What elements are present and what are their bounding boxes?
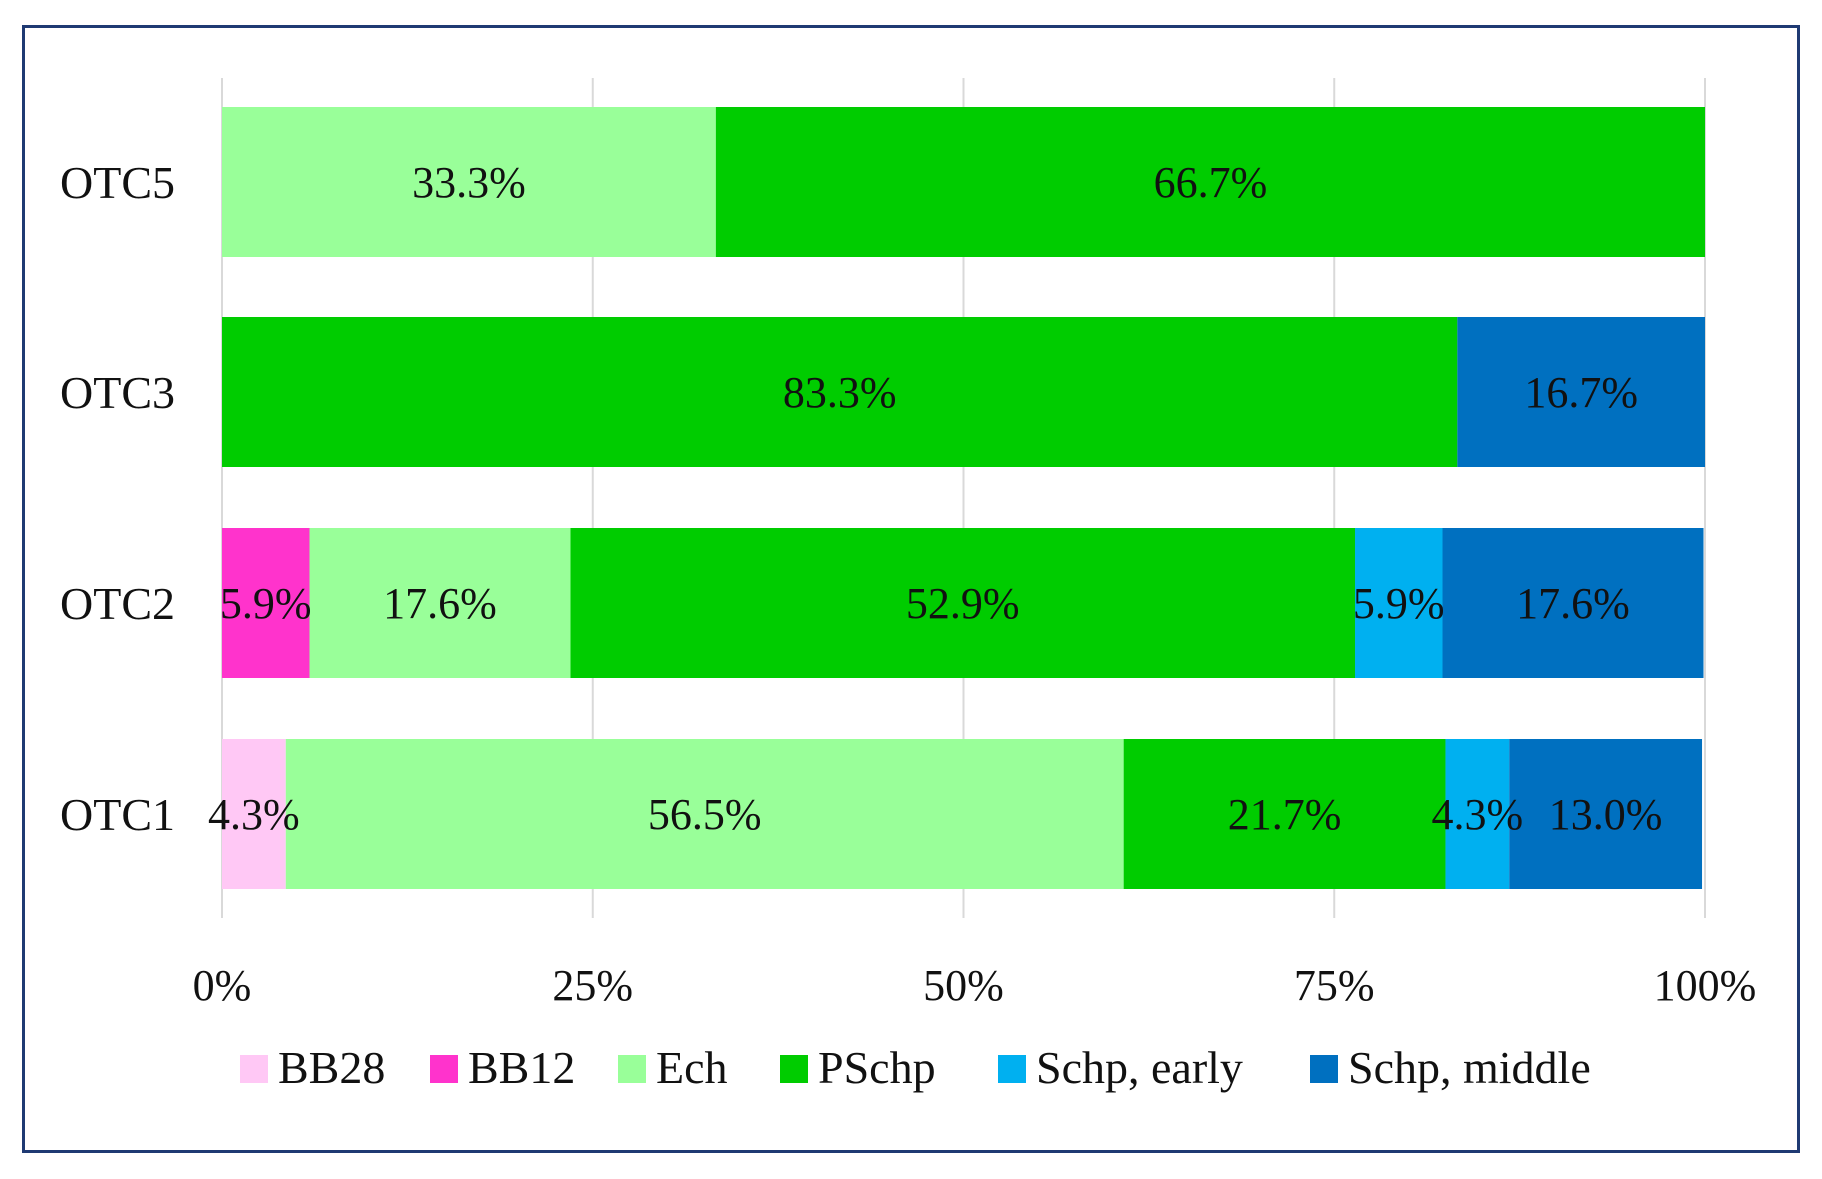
data-label: 56.5% <box>648 790 762 839</box>
data-label: 66.7% <box>1154 158 1268 207</box>
legend-label: Schp, early <box>1036 1042 1243 1093</box>
legend-swatch <box>998 1055 1026 1083</box>
x-tick-label: 0% <box>193 961 252 1010</box>
category-label: OTC2 <box>60 578 175 629</box>
legend-label: BB28 <box>278 1042 385 1093</box>
data-label: 4.3% <box>208 790 300 839</box>
category-label: OTC1 <box>60 789 175 840</box>
x-tick-label: 50% <box>923 961 1004 1010</box>
data-label: 17.6% <box>383 579 497 628</box>
bar-segment-OTC5-2 <box>222 107 716 257</box>
legend-swatch <box>780 1055 808 1083</box>
x-tick-label: 100% <box>1654 961 1757 1010</box>
x-tick-label: 25% <box>552 961 633 1010</box>
category-label: OTC5 <box>60 157 175 208</box>
legend-swatch <box>618 1055 646 1083</box>
data-label: 83.3% <box>783 368 897 417</box>
legend-label: Schp, middle <box>1348 1042 1591 1093</box>
legend-swatch <box>240 1055 268 1083</box>
bar-segment-OTC1-3 <box>1123 739 1446 889</box>
bar-segment-OTC2-5 <box>1442 528 1704 678</box>
bar-segment-OTC2-2 <box>309 528 571 678</box>
bar-segment-OTC5-3 <box>715 107 1705 257</box>
bar-segment-OTC1-4 <box>1445 739 1510 889</box>
bar-segment-OTC3-5 <box>1457 317 1705 467</box>
legend: BB28 BB12 Ech PSchp Schp, early Schp, middle <box>240 1042 1591 1093</box>
data-labels: 33.3% 66.7% 83.3% 16.7% 5.9% 17.6% 52.9% 5.9% 17… <box>208 158 1662 839</box>
bar-segment-OTC1-0 <box>222 739 286 889</box>
axes: 0% 25% 50% 75% 100% OTC5 OTC3 OTC2 OTC1 <box>60 157 1756 1010</box>
category-label: OTC3 <box>60 367 175 418</box>
data-label: 13.0% <box>1549 790 1663 839</box>
bar-segment-OTC2-1 <box>222 528 310 678</box>
x-tick-label: 75% <box>1294 961 1375 1010</box>
data-label: 52.9% <box>906 579 1020 628</box>
data-label: 17.6% <box>1516 579 1630 628</box>
legend-swatch <box>430 1055 458 1083</box>
data-label: 4.3% <box>1432 790 1524 839</box>
bar-segment-OTC3-3 <box>222 317 1458 467</box>
data-label: 5.9% <box>1353 579 1445 628</box>
legend-label: PSchp <box>818 1042 936 1093</box>
data-label: 21.7% <box>1228 790 1342 839</box>
legend-label: Ech <box>656 1042 728 1093</box>
bar-segment-OTC1-5 <box>1509 739 1703 889</box>
data-label: 5.9% <box>220 579 312 628</box>
data-label: 33.3% <box>412 158 526 207</box>
data-label: 16.7% <box>1524 368 1638 417</box>
bar-segment-OTC2-3 <box>570 528 1356 678</box>
bar-segment-OTC2-4 <box>1355 528 1443 678</box>
bar-segment-OTC1-2 <box>285 739 1124 889</box>
legend-label: BB12 <box>468 1042 575 1093</box>
legend-swatch <box>1310 1055 1338 1083</box>
bars <box>222 107 1705 889</box>
